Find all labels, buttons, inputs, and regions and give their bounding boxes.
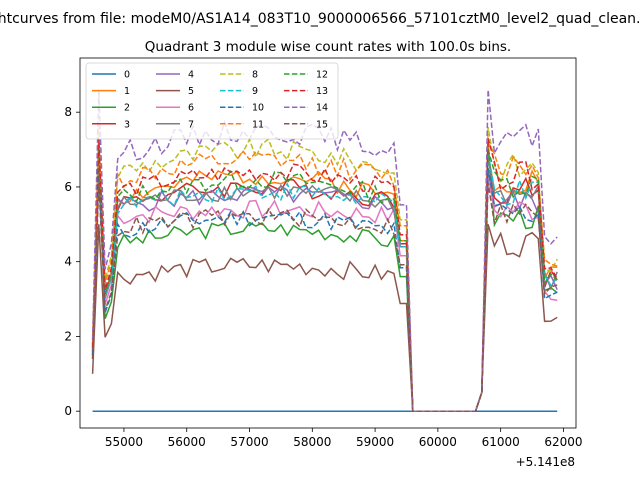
series-line-5 xyxy=(91,224,558,412)
x-axis: 55000 56000 57000 58000 59000 60000 61000 62000 xyxy=(105,428,583,449)
legend-label-6: 6 xyxy=(188,103,194,114)
legend-label-9: 9 xyxy=(252,86,258,97)
figure-suptitle: Lightcurves from file: modeM0/AS1A14_083… xyxy=(0,11,640,27)
legend-label-7: 7 xyxy=(188,119,194,130)
legend-label-1: 1 xyxy=(124,86,130,97)
legend-label-0: 0 xyxy=(124,70,130,81)
legend-label-8: 8 xyxy=(252,70,258,81)
y-tick-label: 2 xyxy=(64,329,72,343)
legend-label-4: 4 xyxy=(188,70,194,81)
legend-label-14: 14 xyxy=(316,103,328,114)
legend-label-10: 10 xyxy=(252,103,264,114)
x-tick-label: 57000 xyxy=(230,435,268,449)
legend-label-11: 11 xyxy=(252,119,264,130)
series-line-13 xyxy=(91,138,558,412)
y-tick-label: 8 xyxy=(64,105,72,119)
series-line-10 xyxy=(91,168,558,412)
plot-area xyxy=(91,89,558,412)
legend-label-15: 15 xyxy=(316,119,328,130)
series-line-12 xyxy=(91,149,558,412)
y-axis: 0 2 4 6 8 xyxy=(64,105,80,418)
x-offset-label: +5.141e8 xyxy=(516,455,575,469)
y-tick-label: 6 xyxy=(64,180,72,194)
x-tick-label: 62000 xyxy=(544,435,582,449)
legend-label-2: 2 xyxy=(124,103,130,114)
legend-label-13: 13 xyxy=(316,86,328,97)
series-line-15 xyxy=(91,183,558,412)
series-line-6 xyxy=(91,175,558,412)
x-tick-label: 61000 xyxy=(482,435,520,449)
y-tick-label: 4 xyxy=(64,255,72,269)
legend-label-5: 5 xyxy=(188,86,194,97)
x-tick-label: 56000 xyxy=(168,435,206,449)
x-tick-label: 55000 xyxy=(105,435,143,449)
y-tick-label: 0 xyxy=(64,404,72,418)
legend-label-3: 3 xyxy=(124,119,130,130)
x-tick-label: 60000 xyxy=(419,435,457,449)
x-tick-label: 59000 xyxy=(356,435,394,449)
series-line-9 xyxy=(91,153,558,412)
series-line-14 xyxy=(91,89,558,412)
legend-label-12: 12 xyxy=(316,70,328,81)
x-tick-label: 58000 xyxy=(293,435,331,449)
axes-frame xyxy=(79,57,577,429)
legend-box xyxy=(85,62,339,140)
chart-title: Quadrant 3 module wise count rates with … xyxy=(145,39,511,55)
